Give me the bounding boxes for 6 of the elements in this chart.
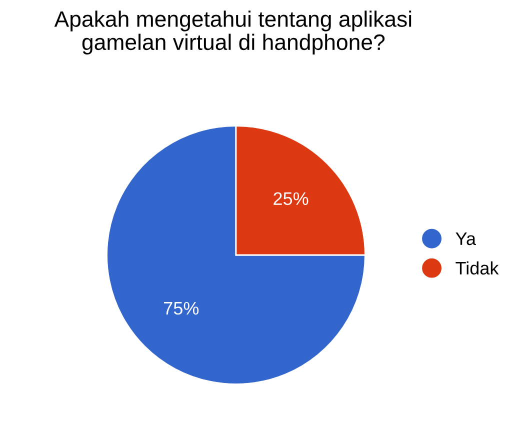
- data-label: 25%: [274, 192, 308, 206]
- chart-title: Apakah mengetahui tentang aplikasi gamelan virtual di handphone?: [54, 10, 412, 54]
- data-label: 75%: [164, 302, 199, 315]
- pie-slice: [106, 125, 366, 385]
- legend-label: Ya: [456, 232, 476, 246]
- legend-label: Tidak: [456, 261, 499, 275]
